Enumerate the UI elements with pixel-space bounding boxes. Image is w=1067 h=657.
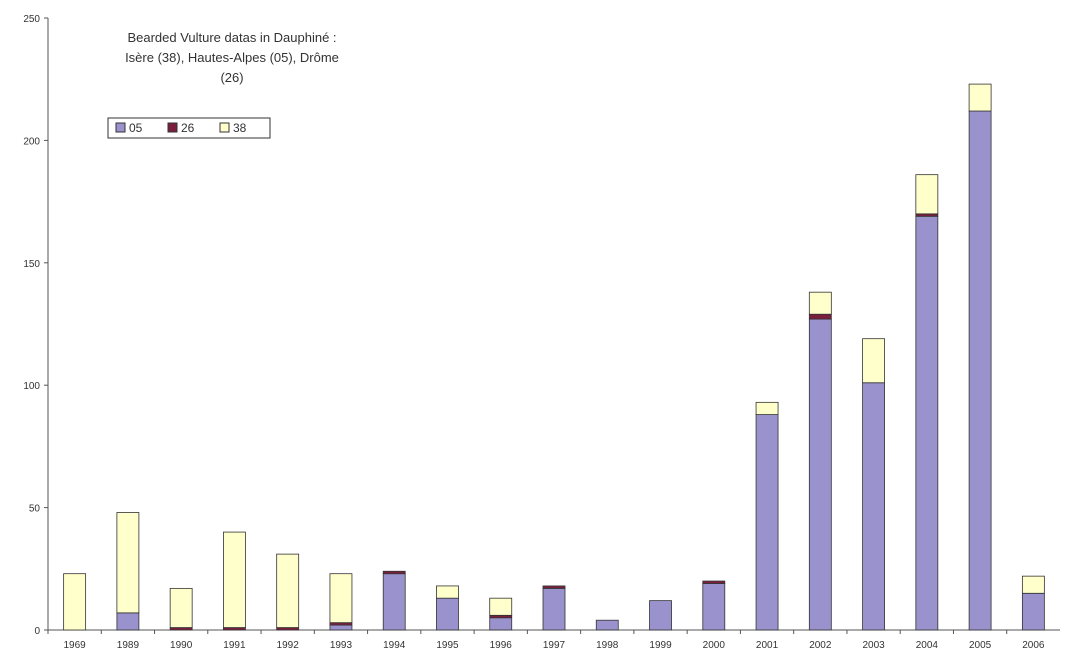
x-tick-label: 1991 bbox=[223, 640, 246, 651]
chart-title-line-1: Bearded Vulture datas in Dauphiné : bbox=[127, 30, 336, 45]
x-tick-label: 1990 bbox=[170, 640, 193, 651]
bars bbox=[63, 83, 1045, 631]
bar-38-1969 bbox=[63, 573, 87, 631]
bar-05-2002 bbox=[808, 318, 832, 631]
y-tick-label: 50 bbox=[29, 504, 41, 515]
legend: 05 26 38 bbox=[107, 117, 271, 139]
legend-swatch-38 bbox=[219, 122, 230, 133]
y-tick-label: 200 bbox=[23, 136, 40, 147]
bar-05-1998 bbox=[595, 619, 619, 631]
x-tick-label: 1996 bbox=[490, 640, 513, 651]
bar-05-1993 bbox=[329, 624, 353, 631]
bar-38-2006 bbox=[1021, 575, 1045, 594]
y-axis: 0 50 100 150 200 250 bbox=[23, 14, 49, 637]
bar-38-1992 bbox=[276, 553, 300, 628]
bar-38-1996 bbox=[489, 597, 513, 616]
bar-26-2000 bbox=[702, 580, 726, 584]
bar-05-1997 bbox=[542, 587, 566, 631]
x-tick-label: 1969 bbox=[64, 640, 87, 651]
x-tick-label: 1992 bbox=[277, 640, 300, 651]
x-tick-label: 2003 bbox=[862, 640, 885, 651]
bar-38-2005 bbox=[968, 83, 992, 112]
bar-05-2000 bbox=[702, 583, 726, 631]
bar-05-2003 bbox=[862, 382, 885, 631]
x-tick-label: 2006 bbox=[1022, 640, 1045, 651]
bar-38-1991 bbox=[223, 531, 246, 628]
y-tick-label: 150 bbox=[23, 259, 40, 270]
x-tick-label: 1989 bbox=[117, 640, 140, 651]
bar-38-1993 bbox=[329, 573, 353, 624]
legend-swatch-26 bbox=[167, 122, 178, 133]
x-tick-label: 2000 bbox=[703, 640, 726, 651]
bar-05-1999 bbox=[649, 600, 672, 631]
x-tick-label: 1993 bbox=[330, 640, 353, 651]
bar-26-2002 bbox=[808, 313, 832, 320]
x-tick-label: 1999 bbox=[649, 640, 672, 651]
bar-05-1989 bbox=[116, 612, 140, 631]
bar-38-2001 bbox=[755, 401, 779, 415]
bar-26-1994 bbox=[382, 570, 406, 575]
legend-swatch-05 bbox=[115, 122, 126, 133]
bar-38-2002 bbox=[808, 291, 832, 315]
chart-title: Bearded Vulture datas in Dauphiné : Isèr… bbox=[125, 30, 339, 85]
bar-38-2004 bbox=[915, 174, 939, 215]
chart-title-line-2: Isère (38), Hautes-Alpes (05), Drôme bbox=[125, 50, 339, 65]
x-tick-label: 2002 bbox=[809, 640, 832, 651]
legend-label-38: 38 bbox=[233, 121, 247, 135]
bar-05-2004 bbox=[915, 215, 939, 631]
x-tick-label: 2004 bbox=[916, 640, 939, 651]
x-tick-label: 1997 bbox=[543, 640, 566, 651]
bar-05-2001 bbox=[755, 414, 779, 631]
x-tick-label: 2001 bbox=[756, 640, 779, 651]
x-tick-label: 1995 bbox=[436, 640, 459, 651]
bar-38-1990 bbox=[169, 587, 193, 628]
bar-05-2006 bbox=[1021, 592, 1045, 631]
bar-05-1996 bbox=[489, 617, 513, 631]
bar-05-1995 bbox=[436, 597, 459, 631]
x-axis: 1969 1989 1990 1991 1992 1993 1994 1995 1996 1997… bbox=[47, 629, 1060, 651]
bar-38-1989 bbox=[116, 512, 140, 614]
bar-26-1997 bbox=[542, 585, 566, 589]
x-tick-label: 1998 bbox=[596, 640, 619, 651]
bar-05-1994 bbox=[382, 573, 406, 631]
y-tick-label: 100 bbox=[23, 381, 40, 392]
y-tick-label: 0 bbox=[34, 626, 40, 637]
x-tick-label: 2005 bbox=[969, 640, 992, 651]
x-tick-label: 1994 bbox=[383, 640, 406, 651]
bar-38-2003 bbox=[862, 338, 885, 384]
legend-label-26: 26 bbox=[181, 121, 195, 135]
chart-title-line-3: (26) bbox=[220, 70, 243, 85]
legend-label-05: 05 bbox=[129, 121, 143, 135]
bar-38-1995 bbox=[436, 585, 459, 599]
y-tick-label: 250 bbox=[23, 14, 40, 25]
bar-05-2005 bbox=[968, 110, 992, 631]
